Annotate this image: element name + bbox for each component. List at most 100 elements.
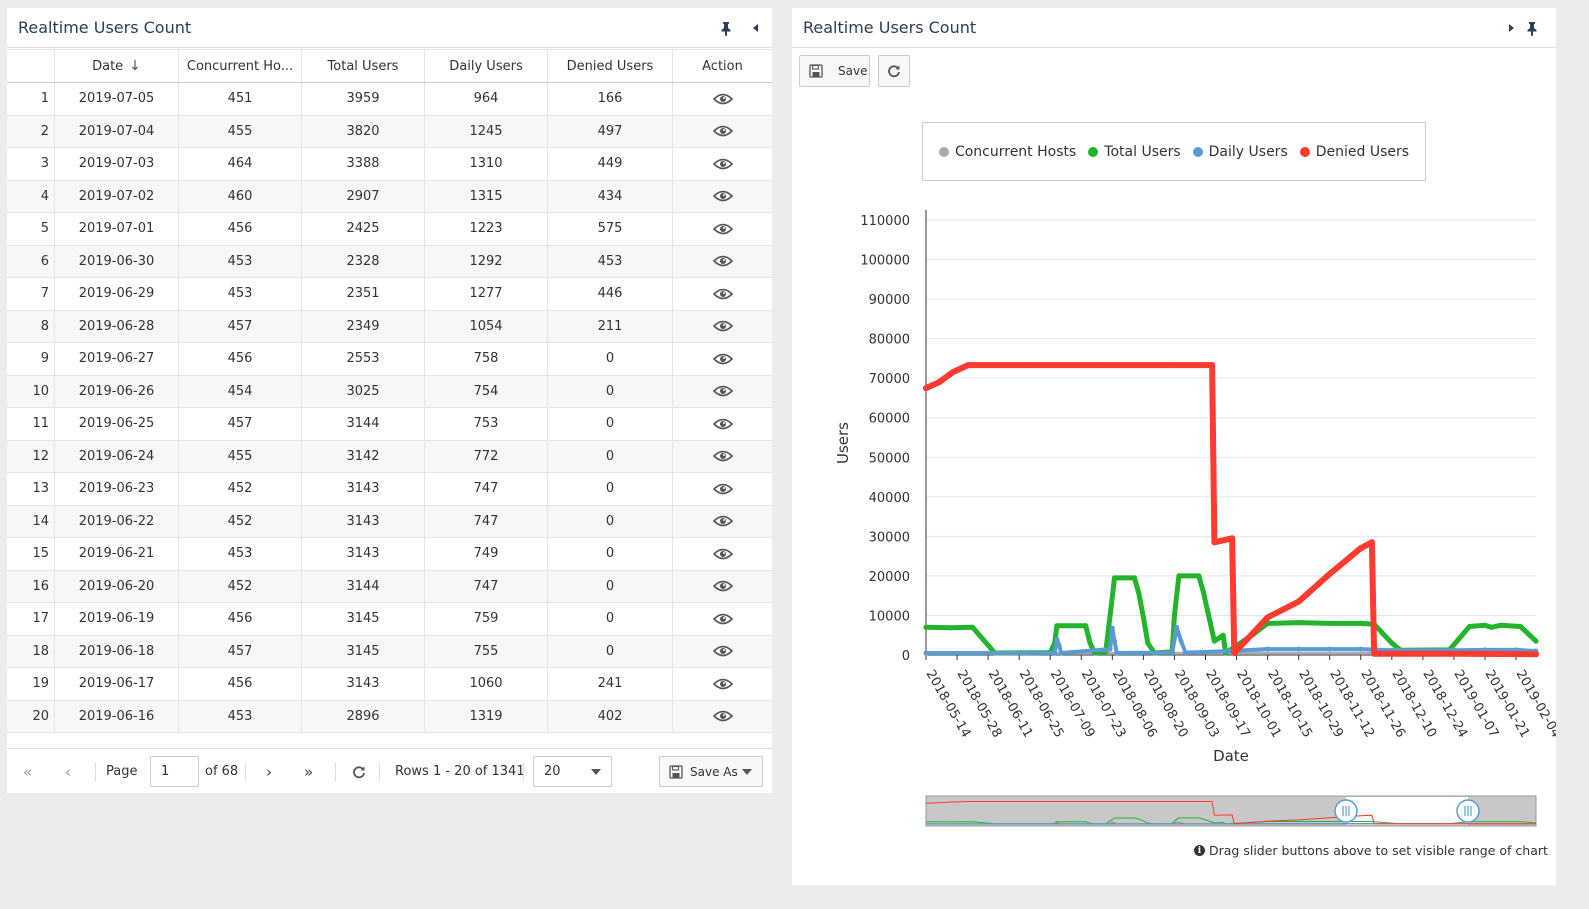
collapse-left-icon[interactable] xyxy=(748,20,764,36)
data-point-daily xyxy=(1358,646,1364,652)
eye-icon[interactable] xyxy=(712,678,733,690)
pin-icon[interactable] xyxy=(1524,20,1540,36)
save-chart-button[interactable]: Save xyxy=(799,55,870,87)
users-line-chart: 0 10000 20000 30000 40000 50000 60000 70000 8000… xyxy=(834,210,1556,827)
date-cell: 2019-06-28 xyxy=(55,310,179,342)
prev-page-icon[interactable]: ‹ xyxy=(65,762,71,781)
total-users-cell: 3388 xyxy=(302,148,425,180)
legend-item-concurrent[interactable]: Concurrent Hosts xyxy=(938,144,1076,160)
y-tick-label: 20000 xyxy=(869,570,910,585)
table-row[interactable]: 14 2019-06-22 452 3143 747 0 xyxy=(7,505,772,538)
date-cell: 2019-06-30 xyxy=(55,245,179,277)
denied-users-cell: 497 xyxy=(548,115,673,147)
total-users-cell: 2425 xyxy=(302,213,425,245)
concurrent-hosts-cell: 453 xyxy=(179,538,302,570)
header-concurrent-hosts[interactable]: Concurrent Ho... xyxy=(179,50,302,82)
date-cell: 2019-06-19 xyxy=(55,603,179,635)
daily-users-cell: 754 xyxy=(425,375,548,407)
data-point-denied xyxy=(923,385,929,392)
table-row[interactable]: 8 2019-06-28 457 2349 1054 211 xyxy=(7,310,772,343)
pin-icon[interactable] xyxy=(718,20,734,36)
eye-icon[interactable] xyxy=(712,190,733,202)
eye-icon[interactable] xyxy=(712,158,733,170)
table-row[interactable]: 4 2019-07-02 460 2907 1315 434 xyxy=(7,180,772,213)
table-row[interactable]: 13 2019-06-23 452 3143 747 0 xyxy=(7,473,772,506)
next-page-icon[interactable]: › xyxy=(266,762,272,781)
daily-users-cell: 964 xyxy=(425,83,548,115)
table-row[interactable]: 15 2019-06-21 453 3143 749 0 xyxy=(7,538,772,571)
denied-users-cell: 0 xyxy=(548,635,673,667)
legend-item-total[interactable]: Total Users xyxy=(1088,144,1181,160)
data-point-daily xyxy=(1265,646,1271,652)
eye-icon[interactable] xyxy=(712,288,733,300)
eye-icon[interactable] xyxy=(712,93,733,105)
table-row[interactable]: 5 2019-07-01 456 2425 1223 575 xyxy=(7,213,772,246)
table-row[interactable]: 12 2019-06-24 455 3142 772 0 xyxy=(7,440,772,473)
eye-icon[interactable] xyxy=(712,255,733,267)
date-cell: 2019-07-03 xyxy=(55,148,179,180)
table-row[interactable]: 10 2019-06-26 454 3025 754 0 xyxy=(7,375,772,408)
eye-icon[interactable] xyxy=(712,450,733,462)
row-number: 14 xyxy=(7,505,55,537)
table-row[interactable]: 7 2019-06-29 453 2351 1277 446 xyxy=(7,278,772,311)
table-row[interactable]: 3 2019-07-03 464 3388 1310 449 xyxy=(7,148,772,181)
total-users-cell: 2553 xyxy=(302,343,425,375)
eye-icon[interactable] xyxy=(712,125,733,137)
row-number: 8 xyxy=(7,310,55,342)
data-point-denied xyxy=(1096,362,1103,369)
view-action-cell xyxy=(673,83,772,115)
eye-icon[interactable] xyxy=(712,418,733,430)
header-denied-users[interactable]: Denied Users xyxy=(548,50,673,82)
eye-icon[interactable] xyxy=(712,353,733,365)
data-point-total xyxy=(1327,620,1333,626)
table-row[interactable]: 16 2019-06-20 452 3144 747 0 xyxy=(7,570,772,603)
data-point-total xyxy=(1533,638,1539,644)
y-tick-label: 0 xyxy=(902,649,910,664)
eye-icon[interactable] xyxy=(712,320,733,332)
y-tick-label: 10000 xyxy=(869,609,910,624)
panel-header: Realtime Users Count xyxy=(7,8,772,48)
first-page-icon[interactable]: « xyxy=(23,762,33,781)
denied-users-cell: 0 xyxy=(548,440,673,472)
table-row[interactable]: 11 2019-06-25 457 3144 753 0 xyxy=(7,408,772,441)
total-users-cell: 2349 xyxy=(302,310,425,342)
last-page-icon[interactable]: » xyxy=(304,762,314,781)
legend-item-denied[interactable]: Denied Users xyxy=(1299,144,1409,160)
concurrent-hosts-cell: 453 xyxy=(179,700,302,732)
eye-icon[interactable] xyxy=(712,515,733,527)
header-daily-users[interactable]: Daily Users xyxy=(425,50,548,82)
eye-icon[interactable] xyxy=(712,223,733,235)
legend-item-daily[interactable]: Daily Users xyxy=(1192,144,1288,160)
table-row[interactable]: 19 2019-06-17 456 3143 1060 241 xyxy=(7,668,772,701)
table-row[interactable]: 9 2019-06-27 456 2553 758 0 xyxy=(7,343,772,376)
eye-icon[interactable] xyxy=(712,613,733,625)
denied-users-cell: 402 xyxy=(548,700,673,732)
table-row[interactable]: 18 2019-06-18 457 3145 755 0 xyxy=(7,635,772,668)
header-date[interactable]: Date ↓ xyxy=(55,50,179,82)
eye-icon[interactable] xyxy=(712,645,733,657)
eye-icon[interactable] xyxy=(712,385,733,397)
table-row[interactable]: 20 2019-06-16 453 2896 1319 402 xyxy=(7,700,772,733)
eye-icon[interactable] xyxy=(712,580,733,592)
table-row[interactable]: 1 2019-07-05 451 3959 964 166 xyxy=(7,83,772,116)
table-row[interactable]: 6 2019-06-30 453 2328 1292 453 xyxy=(7,245,772,278)
table-row[interactable]: 2 2019-07-04 455 3820 1245 497 xyxy=(7,115,772,148)
page-input[interactable] xyxy=(150,756,199,787)
page-size-select[interactable]: 20 xyxy=(533,756,612,787)
data-point-denied xyxy=(1357,545,1364,552)
refresh-chart-button[interactable] xyxy=(878,55,910,87)
concurrent-hosts-cell: 464 xyxy=(179,148,302,180)
expand-right-icon[interactable] xyxy=(1503,20,1519,36)
data-point-total xyxy=(1200,589,1206,595)
data-point-denied xyxy=(1371,650,1378,657)
denied-users-cell: 241 xyxy=(548,668,673,700)
header-total-users[interactable]: Total Users xyxy=(302,50,425,82)
eye-icon[interactable] xyxy=(712,548,733,560)
view-action-cell xyxy=(673,343,772,375)
eye-icon[interactable] xyxy=(712,483,733,495)
table-row[interactable]: 17 2019-06-19 456 3145 759 0 xyxy=(7,603,772,636)
save-as-button[interactable]: Save As xyxy=(659,756,763,787)
refresh-icon[interactable] xyxy=(352,749,366,794)
pager-divider xyxy=(379,763,380,781)
eye-icon[interactable] xyxy=(712,710,733,722)
